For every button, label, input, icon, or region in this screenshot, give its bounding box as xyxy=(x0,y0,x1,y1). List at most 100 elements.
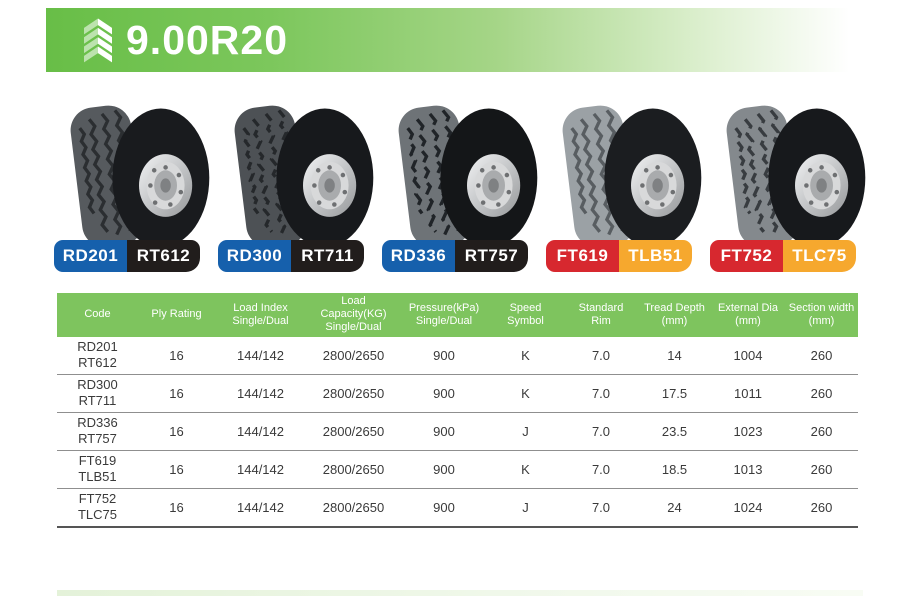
spec-cell: 260 xyxy=(785,336,858,375)
tire-code-badge: RD201 RT612 xyxy=(54,240,200,272)
tire-code-primary: FT619 xyxy=(546,240,619,272)
spec-cell: 900 xyxy=(401,488,487,528)
column-header: External Dia (mm) xyxy=(711,293,785,337)
column-header: Load Capacity(KG) Single/Dual xyxy=(306,293,401,337)
tire-code-secondary: TLC75 xyxy=(783,240,856,272)
tire-code-badge: FT752 TLC75 xyxy=(710,240,856,272)
spec-cell: 18.5 xyxy=(638,450,711,489)
spec-cell: 24 xyxy=(638,488,711,528)
table-row: RD336 RT757 16 144/142 2800/2650 900 J 7.0 23.5 1… xyxy=(57,412,858,451)
spec-cell: 2800/2650 xyxy=(306,336,401,375)
spec-cell: 7.0 xyxy=(564,450,638,489)
spec-cell: 2800/2650 xyxy=(306,488,401,528)
tire-code-badge: FT619 TLB51 xyxy=(546,240,692,272)
spec-cell: 260 xyxy=(785,412,858,451)
spec-cell: 1013 xyxy=(711,450,785,489)
code-cell: RD336 RT757 xyxy=(57,412,138,451)
spec-cell: 144/142 xyxy=(215,336,306,375)
table-row: RD201 RT612 16 144/142 2800/2650 900 K 7.0 14 100… xyxy=(57,336,858,375)
spec-cell: 260 xyxy=(785,374,858,413)
spec-cell: 17.5 xyxy=(638,374,711,413)
spec-cell: J xyxy=(487,488,564,528)
page-title: 9.00R20 xyxy=(126,16,289,63)
spec-cell: 2800/2650 xyxy=(306,412,401,451)
spec-cell: 900 xyxy=(401,374,487,413)
spec-cell: 2800/2650 xyxy=(306,374,401,413)
spec-cell: 16 xyxy=(138,336,215,375)
code-cell: RD201 RT612 xyxy=(57,336,138,375)
spec-cell: 2800/2650 xyxy=(306,450,401,489)
tire-card: FT619 TLB51 xyxy=(546,100,702,272)
spec-cell: 1004 xyxy=(711,336,785,375)
column-header: Standard Rim xyxy=(564,293,638,337)
spec-cell: 1023 xyxy=(711,412,785,451)
spec-cell: K xyxy=(487,374,564,413)
tire-image xyxy=(67,102,210,250)
tire-card: RD201 RT612 xyxy=(54,100,210,272)
tire-code-primary: RD336 xyxy=(382,240,455,272)
spec-cell: K xyxy=(487,336,564,375)
spec-table: Code Ply Rating Load Index Single/Dual Load … xyxy=(57,293,858,528)
column-header: Tread Depth (mm) xyxy=(638,293,711,337)
spec-cell: 900 xyxy=(401,336,487,375)
spec-cell: 14 xyxy=(638,336,711,375)
column-header: Load Index Single/Dual xyxy=(215,293,306,337)
spec-cell: 16 xyxy=(138,450,215,489)
spec-table-head: Code Ply Rating Load Index Single/Dual Load … xyxy=(57,293,858,337)
tire-code-badge: RD300 RT711 xyxy=(218,240,364,272)
column-header: Ply Rating xyxy=(138,293,215,337)
spec-cell: 23.5 xyxy=(638,412,711,451)
code-cell: RD300 RT711 xyxy=(57,374,138,413)
spec-cell: 7.0 xyxy=(564,488,638,528)
tire-code-primary: FT752 xyxy=(710,240,783,272)
spec-cell: J xyxy=(487,412,564,451)
code-cell: FT619 TLB51 xyxy=(57,450,138,489)
chevrons-up-icon xyxy=(84,18,112,63)
tire-card: RD300 RT711 xyxy=(218,100,374,272)
tire-code-secondary: RT711 xyxy=(291,240,364,272)
spec-cell: 260 xyxy=(785,488,858,528)
code-cell: FT752 TLC75 xyxy=(57,488,138,528)
spec-cell: 7.0 xyxy=(564,336,638,375)
spec-cell: 144/142 xyxy=(215,488,306,528)
tire-code-primary: RD300 xyxy=(218,240,291,272)
spec-cell: 900 xyxy=(401,412,487,451)
table-row: FT619 TLB51 16 144/142 2800/2650 900 K 7.0 18.5 1… xyxy=(57,450,858,489)
spec-cell: K xyxy=(487,450,564,489)
tire-code-secondary: TLB51 xyxy=(619,240,692,272)
column-header: Code xyxy=(57,293,138,337)
spec-cell: 16 xyxy=(138,412,215,451)
spec-cell: 7.0 xyxy=(564,412,638,451)
tire-code-secondary: RT757 xyxy=(455,240,528,272)
tire-gallery: RD201 RT612 RD300 RT711 RD336 RT757 FT61… xyxy=(54,100,866,272)
footer-accent-bar xyxy=(57,590,863,596)
tire-card: FT752 TLC75 xyxy=(710,100,866,272)
spec-cell: 144/142 xyxy=(215,412,306,451)
column-header: Section width (mm) xyxy=(785,293,858,337)
spec-table-body: RD201 RT612 16 144/142 2800/2650 900 K 7.0 14 100… xyxy=(57,336,858,528)
tire-code-secondary: RT612 xyxy=(127,240,200,272)
table-row: RD300 RT711 16 144/142 2800/2650 900 K 7.0 17.5 1… xyxy=(57,374,858,413)
tire-image xyxy=(231,102,374,250)
tire-code-primary: RD201 xyxy=(54,240,127,272)
tire-image xyxy=(395,102,538,250)
column-header: Speed Symbol xyxy=(487,293,564,337)
spec-cell: 16 xyxy=(138,488,215,528)
spec-table-table: Code Ply Rating Load Index Single/Dual Load … xyxy=(57,293,858,528)
tire-image xyxy=(559,102,702,250)
table-row: FT752 TLC75 16 144/142 2800/2650 900 J 7.0 24 102… xyxy=(57,488,858,528)
spec-cell: 144/142 xyxy=(215,374,306,413)
tire-card: RD336 RT757 xyxy=(382,100,538,272)
tire-image xyxy=(723,102,866,250)
spec-cell: 260 xyxy=(785,450,858,489)
tire-code-badge: RD336 RT757 xyxy=(382,240,528,272)
column-header: Pressure(kPa) Single/Dual xyxy=(401,293,487,337)
spec-cell: 1011 xyxy=(711,374,785,413)
spec-cell: 16 xyxy=(138,374,215,413)
spec-cell: 1024 xyxy=(711,488,785,528)
header-banner: 9.00R20 xyxy=(46,8,910,72)
spec-cell: 7.0 xyxy=(564,374,638,413)
spec-cell: 144/142 xyxy=(215,450,306,489)
spec-cell: 900 xyxy=(401,450,487,489)
